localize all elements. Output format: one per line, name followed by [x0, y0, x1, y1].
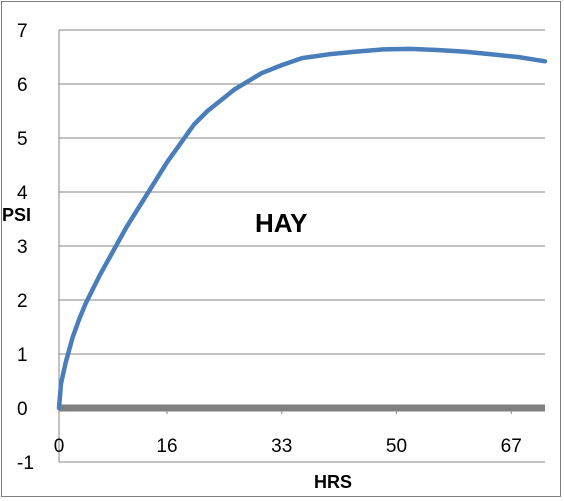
y-tick-label: 5: [17, 129, 28, 150]
y-tick-label: 2: [17, 291, 28, 312]
y-tick-label: 0: [17, 399, 28, 420]
x-tick-label: 16: [156, 436, 177, 457]
y-tick-label: 1: [17, 345, 28, 366]
x-axis-title: HRS: [314, 472, 352, 492]
y-tick-label: 3: [17, 237, 28, 258]
y-axis-title: PSI: [2, 205, 31, 225]
y-tick-label: 6: [17, 75, 28, 96]
y-tick-label: 4: [17, 183, 28, 204]
x-tick-label: 33: [271, 436, 292, 457]
psi-series-line: [56, 46, 548, 411]
x-tick-label: 0: [54, 436, 65, 457]
gridlines: [58, 29, 545, 463]
chart-annotation: HAY: [255, 208, 308, 238]
x-tick-label: 50: [386, 436, 407, 457]
y-tick-label: 7: [17, 21, 28, 42]
x-tick-label: 67: [501, 436, 522, 457]
series-layer: [56, 46, 548, 412]
y-tick-label: -1: [17, 453, 34, 474]
